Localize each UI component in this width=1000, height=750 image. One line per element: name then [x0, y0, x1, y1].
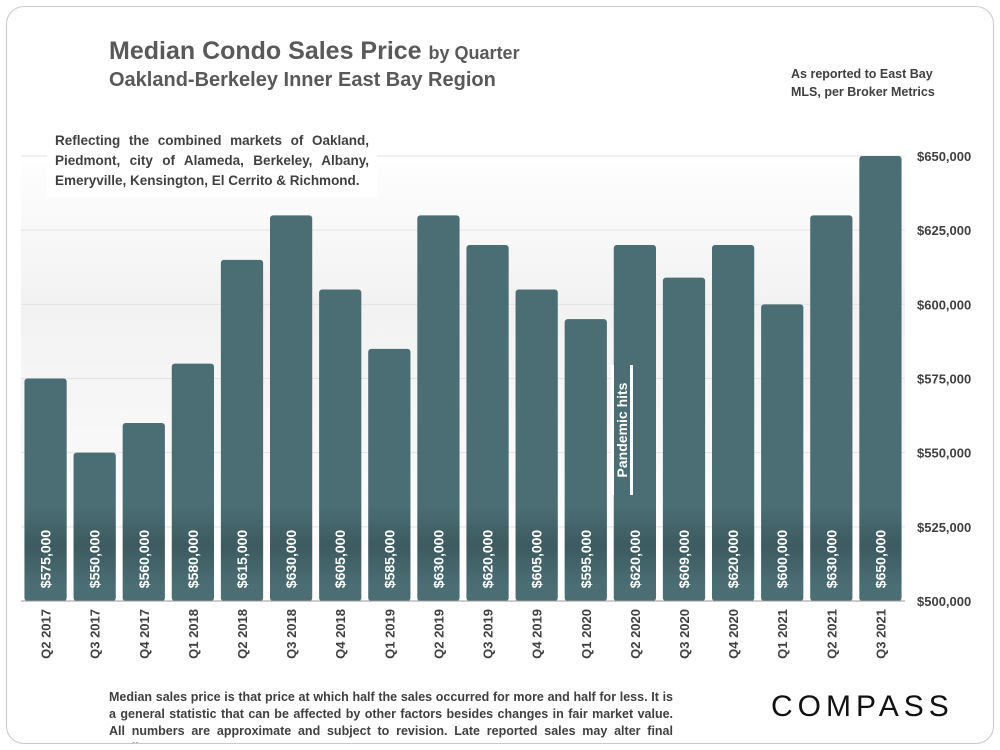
bar-shadow	[319, 506, 362, 586]
bar-value-label: $605,000	[332, 530, 348, 589]
y-tick-label: $525,000	[917, 520, 971, 535]
bar-shadow	[859, 506, 902, 586]
bar-value-label: $560,000	[136, 530, 152, 589]
y-tick-label: $625,000	[917, 223, 971, 238]
bars: $575,000 $550,000 $560,000 $580,000 $615,000…	[24, 156, 902, 602]
x-tick-label: Q2 2017	[39, 609, 54, 659]
bar-shadow	[564, 506, 607, 586]
y-tick-label: $650,000	[917, 149, 971, 164]
x-tick-label: Q1 2019	[382, 609, 397, 659]
bar-shadow	[269, 506, 313, 586]
bar-value-label: $585,000	[381, 530, 397, 589]
bar-shadow	[711, 506, 755, 586]
bar-chart: $575,000 $550,000 $560,000 $580,000 $615,000…	[21, 146, 971, 659]
y-tick-label: $500,000	[917, 594, 971, 609]
chart-title-main: Median Condo Sales Price	[109, 37, 422, 65]
x-tick-label: Q3 2019	[481, 609, 496, 659]
bar-value-label: $600,000	[774, 530, 790, 589]
bar-shadow	[122, 506, 165, 586]
source-note: As reported to East Bay MLS, per Broker …	[791, 67, 935, 99]
pandemic-annotation-bg	[614, 365, 630, 495]
x-tick-label: Q1 2018	[186, 609, 201, 659]
x-tick-label: Q2 2021	[824, 609, 839, 659]
x-tick-label: Q4 2020	[726, 609, 741, 659]
bar-value-label: $580,000	[185, 530, 201, 589]
footnote: Median sales price is that price at whic…	[109, 690, 673, 743]
bar-value-label: $630,000	[823, 530, 839, 589]
x-tick-label: Q3 2017	[88, 609, 103, 659]
bar-value-label: $630,000	[430, 530, 446, 589]
bar-shadow	[466, 506, 509, 586]
pandemic-annotation-text: Pandemic hits	[614, 382, 630, 478]
bar	[417, 215, 460, 602]
x-tick-label: Q3 2018	[284, 609, 299, 659]
bar-shadow	[417, 506, 460, 586]
bar-shadow	[515, 506, 558, 586]
y-tick-label: $600,000	[917, 297, 971, 312]
bar-value-label: $630,000	[283, 530, 299, 589]
bar-value-label: $605,000	[529, 530, 545, 589]
chart-title: Median Condo Sales Price by Quarter	[109, 37, 520, 66]
bar-shadow	[761, 506, 804, 586]
plot-background	[21, 146, 905, 601]
chart-subtitle: Oakland-Berkeley Inner East Bay Region	[109, 69, 496, 91]
x-axis-ticks: Q2 2017 Q3 2017 Q4 2017 Q1 2018 Q2 2018 Q3 20…	[39, 609, 889, 659]
y-tick-label: $550,000	[917, 446, 971, 461]
x-tick-label: Q1 2020	[579, 609, 594, 659]
bar-shadow	[613, 506, 657, 586]
bar-value-label: $620,000	[627, 530, 643, 589]
bar-value-label: $609,000	[676, 530, 692, 589]
bar-shadow	[171, 506, 215, 586]
bar-shadow	[810, 506, 853, 586]
bar	[269, 215, 313, 602]
bar	[810, 215, 853, 602]
compass-logo: COMPASS	[771, 690, 954, 723]
bar-value-label: $620,000	[725, 530, 741, 589]
bar-shadow	[220, 506, 264, 586]
y-tick-label: $575,000	[917, 372, 971, 387]
bar	[859, 156, 902, 601]
bar-value-label: $595,000	[578, 530, 594, 589]
x-tick-label: Q3 2020	[677, 609, 692, 659]
chart-frame: $575,000 $550,000 $560,000 $580,000 $615,000…	[6, 6, 994, 744]
bar-value-label: $620,000	[480, 530, 496, 589]
pandemic-annotation: Pandemic hits	[611, 365, 633, 495]
bar-value-label: $650,000	[872, 530, 888, 589]
bar-shadow	[368, 506, 411, 586]
x-tick-label: Q2 2020	[628, 609, 643, 659]
x-tick-label: Q1 2021	[775, 609, 790, 659]
x-tick-label: Q4 2018	[333, 609, 348, 659]
bar-shadow	[24, 506, 67, 586]
bar-shadow	[73, 506, 116, 586]
bar-shadow	[662, 506, 706, 586]
y-axis-ticks: $500,000 $525,000 $550,000 $575,000 $600,000…	[917, 149, 971, 609]
bar-value-label: $615,000	[234, 530, 250, 589]
x-tick-label: Q4 2017	[137, 609, 152, 659]
bar-value-label: $550,000	[87, 530, 103, 589]
x-tick-label: Q2 2018	[235, 609, 250, 659]
x-tick-label: Q2 2019	[431, 609, 446, 659]
chart-title-suffix: by Quarter	[428, 43, 520, 63]
x-tick-label: Q4 2019	[530, 609, 545, 659]
bar-value-label: $575,000	[38, 530, 54, 589]
x-tick-label: Q3 2021	[873, 609, 888, 659]
region-note: Reflecting the combined markets of Oakla…	[47, 125, 377, 197]
